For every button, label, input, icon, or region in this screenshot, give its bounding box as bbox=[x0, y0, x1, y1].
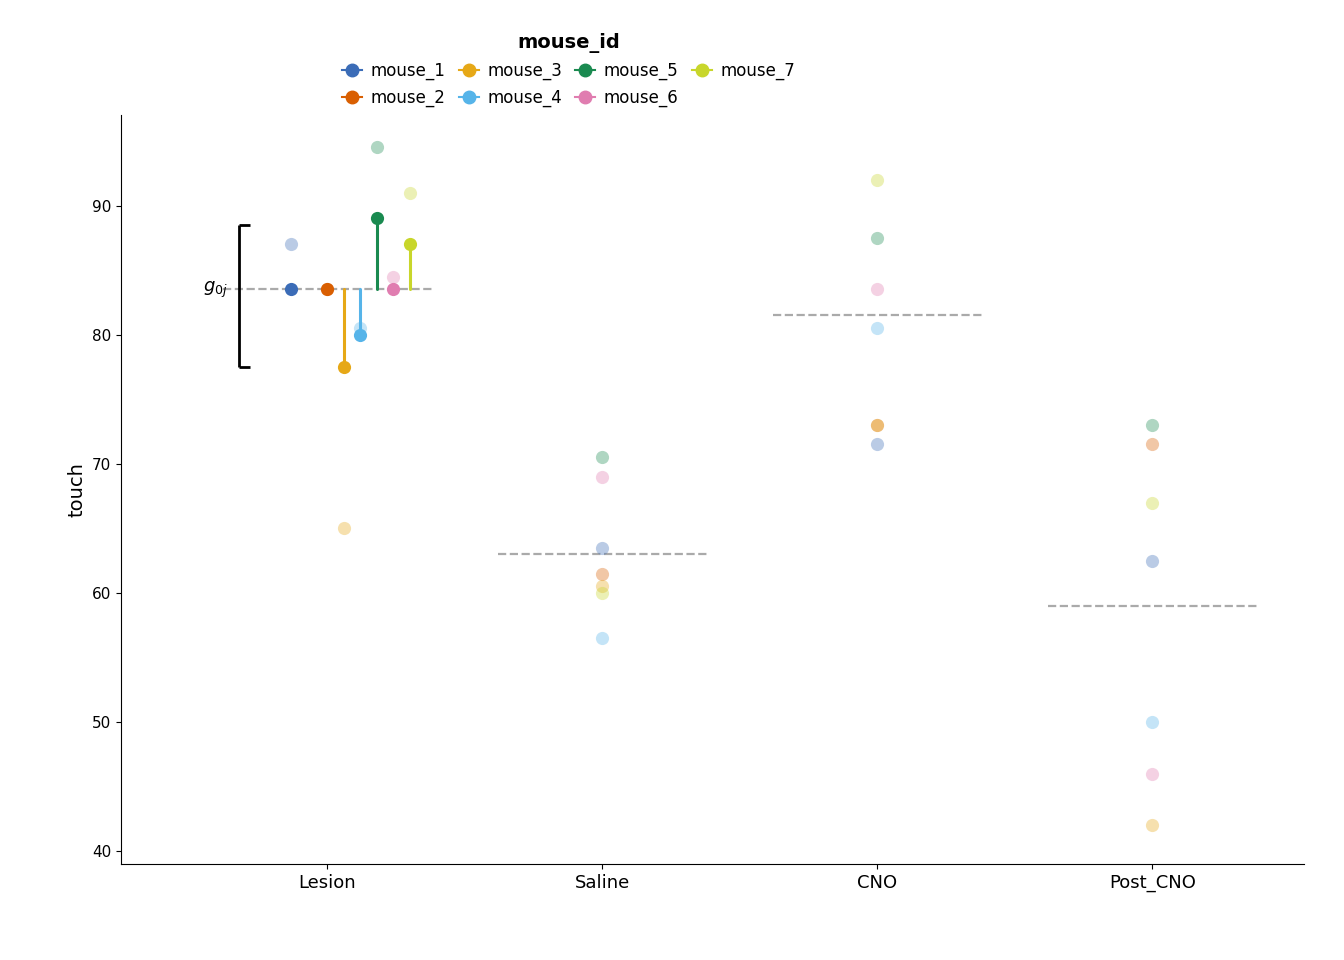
Point bbox=[1141, 766, 1163, 781]
Point bbox=[1141, 494, 1163, 510]
Y-axis label: touch: touch bbox=[67, 462, 86, 517]
Point bbox=[281, 236, 302, 252]
Point bbox=[867, 282, 888, 298]
Point bbox=[867, 418, 888, 433]
Point bbox=[591, 631, 613, 646]
Point bbox=[591, 540, 613, 556]
Point bbox=[349, 321, 371, 336]
Point bbox=[281, 282, 302, 298]
Point bbox=[366, 140, 387, 156]
Point bbox=[867, 230, 888, 246]
Point bbox=[399, 236, 421, 252]
Point bbox=[591, 579, 613, 594]
Point bbox=[1141, 553, 1163, 568]
Point bbox=[867, 437, 888, 452]
Point bbox=[333, 520, 355, 536]
Point bbox=[333, 359, 355, 374]
Point bbox=[867, 418, 888, 433]
Point bbox=[316, 282, 337, 298]
Point bbox=[383, 282, 405, 298]
Point bbox=[1141, 818, 1163, 833]
Point bbox=[316, 282, 337, 298]
Point bbox=[366, 211, 387, 227]
Point bbox=[1141, 418, 1163, 433]
Point bbox=[867, 172, 888, 187]
Point bbox=[1141, 714, 1163, 730]
Point bbox=[867, 321, 888, 336]
Point bbox=[399, 185, 421, 201]
Point bbox=[591, 449, 613, 465]
Point bbox=[591, 565, 613, 581]
Point bbox=[1141, 437, 1163, 452]
Text: $g_{0j}$: $g_{0j}$ bbox=[203, 279, 228, 300]
Legend: mouse_1, mouse_2, mouse_3, mouse_4, mouse_5, mouse_6, mouse_7: mouse_1, mouse_2, mouse_3, mouse_4, mous… bbox=[343, 34, 794, 107]
Point bbox=[591, 586, 613, 601]
Point bbox=[591, 469, 613, 485]
Point bbox=[383, 269, 405, 284]
Point bbox=[349, 327, 371, 343]
